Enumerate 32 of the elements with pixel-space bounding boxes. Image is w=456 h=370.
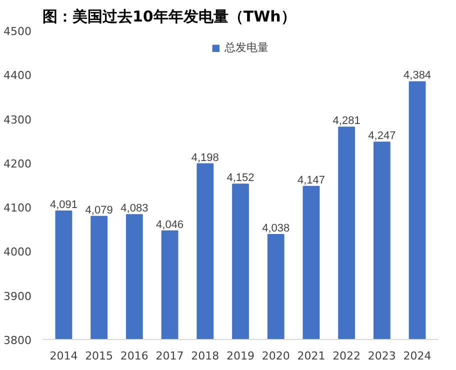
x-tick-label: 2019 <box>226 350 255 362</box>
text: 4,247 <box>368 130 396 142</box>
text: 4,198 <box>191 152 219 164</box>
text: 4,046 <box>156 218 184 231</box>
text: 4,079 <box>85 204 113 216</box>
y-tick-label: 3900 <box>4 290 32 303</box>
chart-title: 图：美国过去10年年发电量（TWh） <box>42 8 296 26</box>
x-tick-label: 2017 <box>156 350 184 362</box>
x-tick-label: 2022 <box>332 350 361 362</box>
x-tick-label: 2021 <box>297 350 326 362</box>
legend-label: 总发电量 <box>224 41 268 55</box>
text: 4,384 <box>404 70 432 82</box>
text: 4,152 <box>226 172 254 184</box>
x-tick-label: 2024 <box>403 350 432 362</box>
x-tick-label: 2020 <box>262 350 290 362</box>
x-tick-label: 2023 <box>368 350 396 362</box>
text: 4,083 <box>120 202 148 215</box>
y-tick-label: 4400 <box>4 69 32 82</box>
text: 4,038 <box>262 222 290 234</box>
y-tick-label: 4200 <box>4 157 32 170</box>
y-tick-label: 4000 <box>4 246 32 259</box>
text: 4,281 <box>332 115 360 128</box>
x-tick-label: 2016 <box>120 350 148 362</box>
x-tick-label: 2015 <box>85 350 114 362</box>
x-tick-label: 2018 <box>191 350 220 362</box>
x-tick-label: 2014 <box>50 350 78 362</box>
y-tick-label: 4100 <box>4 202 32 215</box>
text: 4,147 <box>297 174 325 186</box>
text: 4,091 <box>50 199 78 212</box>
y-tick-label: 3800 <box>4 334 32 347</box>
y-tick-label: 4300 <box>4 113 32 126</box>
y-tick-label: 4500 <box>4 25 32 38</box>
